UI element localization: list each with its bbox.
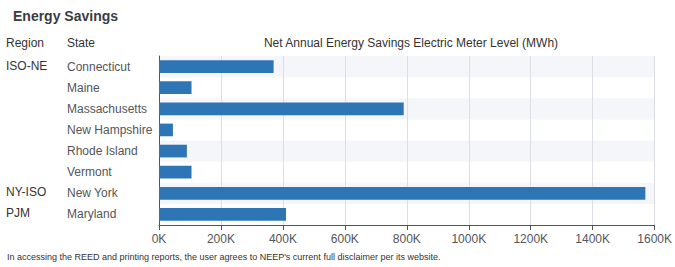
svg-text:NY-ISO: NY-ISO <box>6 185 46 199</box>
svg-text:Maine: Maine <box>67 81 100 95</box>
svg-text:Maryland: Maryland <box>67 207 116 221</box>
svg-text:New York: New York <box>67 186 119 200</box>
svg-text:1600K: 1600K <box>637 232 672 246</box>
svg-text:0K: 0K <box>152 232 167 246</box>
svg-text:Connecticut: Connecticut <box>67 60 131 74</box>
svg-text:1000K: 1000K <box>451 232 486 246</box>
svg-text:State: State <box>67 36 95 50</box>
svg-text:New Hampshire: New Hampshire <box>67 123 153 137</box>
svg-text:200K: 200K <box>207 232 235 246</box>
svg-text:Region: Region <box>6 36 44 50</box>
svg-text:Rhode Island: Rhode Island <box>67 144 138 158</box>
svg-text:ISO-NE: ISO-NE <box>6 59 47 73</box>
svg-text:1200K: 1200K <box>513 232 548 246</box>
svg-text:400K: 400K <box>269 232 297 246</box>
svg-text:PJM: PJM <box>6 206 30 220</box>
svg-text:Energy Savings: Energy Savings <box>13 8 118 24</box>
svg-text:In accessing the REED and prin: In accessing the REED and printing repor… <box>7 252 440 262</box>
svg-text:Vermont: Vermont <box>67 165 112 179</box>
svg-text:800K: 800K <box>393 232 421 246</box>
svg-text:Net Annual Energy Savings Elec: Net Annual Energy Savings Electric Meter… <box>264 36 558 50</box>
svg-text:1400K: 1400K <box>575 232 610 246</box>
svg-text:Massachusetts: Massachusetts <box>67 102 147 116</box>
svg-text:600K: 600K <box>331 232 359 246</box>
